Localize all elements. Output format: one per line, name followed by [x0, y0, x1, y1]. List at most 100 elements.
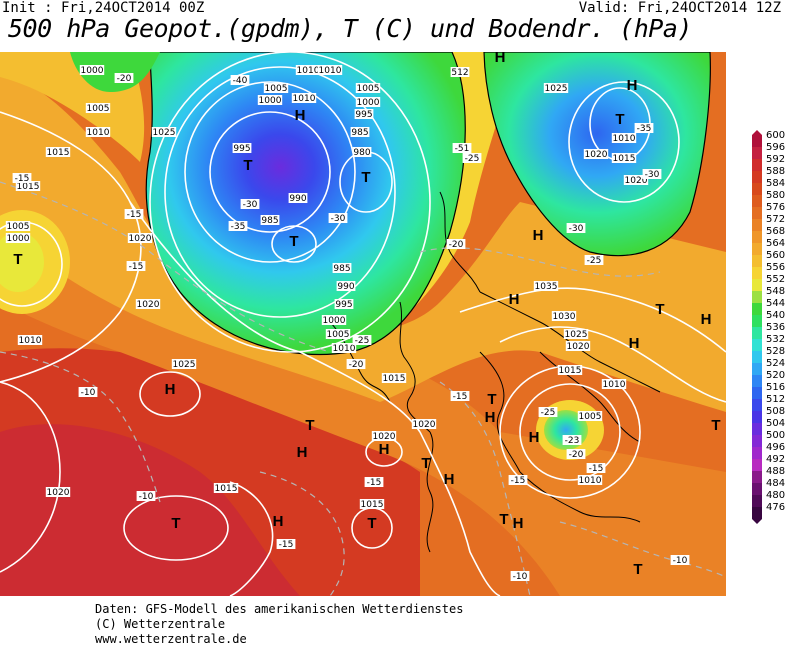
colorbar-swatch	[752, 255, 762, 267]
isobar-label-text: 1010	[333, 344, 356, 354]
isobar-label: 1010	[85, 127, 111, 138]
isobar-label-box	[334, 299, 354, 309]
high-pressure-label: H	[165, 381, 176, 398]
isobar-label-box	[354, 109, 374, 119]
isotherm-label-box	[328, 213, 348, 223]
isobar-label-text: 1030	[553, 312, 576, 322]
isobar-label-box	[85, 103, 111, 113]
isobar-label: 1015	[213, 483, 239, 494]
colorbar-swatch	[752, 387, 762, 399]
isobar-label-box	[543, 83, 569, 93]
isotherm-label: -15	[508, 475, 528, 486]
isotherm-label-box	[228, 221, 248, 231]
isobar-label-text: 1025	[173, 360, 196, 370]
colorbar-label: 548	[766, 286, 786, 297]
colorbar-swatch	[752, 459, 762, 471]
isobar-label: 1020	[127, 233, 153, 244]
isobar-label: 985	[350, 127, 370, 138]
isotherm-label: -35	[228, 221, 248, 232]
isobar-label-text: 1025	[153, 128, 176, 138]
isotherm-label-text: -15	[15, 174, 30, 184]
isobar-label-box	[623, 175, 649, 185]
low-pressure-label: T	[655, 301, 664, 318]
isotherm-label: -10	[510, 571, 530, 582]
colorbar-swatch	[752, 351, 762, 363]
isotherm-label-text: -40	[233, 76, 248, 86]
isobar-label-box	[288, 193, 308, 203]
isobar-label: 1005	[325, 329, 351, 340]
isobar-label-text: 1025	[565, 330, 588, 340]
isobar-label-text: 1015	[17, 182, 40, 192]
isobar-label-box	[355, 97, 381, 107]
isobar-label-box	[565, 341, 591, 351]
isobar-label: 1020	[583, 149, 609, 160]
isotherm-label-box	[462, 153, 482, 163]
isobar-label-box	[557, 365, 583, 375]
isotherm-label-box	[364, 477, 384, 487]
low-pressure-label: T	[421, 455, 430, 472]
footer-data-source: Daten: GFS-Modell des amerikanischen Wet…	[95, 602, 464, 616]
colorbar-swatch	[752, 471, 762, 483]
colorbar-swatch	[752, 159, 762, 171]
isobar-label-box	[352, 147, 372, 157]
isobar-label-text: 1005	[265, 84, 288, 94]
isobar-label: 980	[352, 147, 372, 158]
isotherm-label-box	[12, 173, 32, 183]
isobar-label-text: 1015	[47, 148, 70, 158]
isotherm-label-text: -20	[349, 360, 364, 370]
isobar-label: 1010	[295, 65, 321, 76]
isotherm-label: -25	[352, 335, 372, 346]
isobar-label: 1010	[17, 335, 43, 346]
colorbar-label: 528	[766, 346, 786, 357]
isobar-label-box	[321, 315, 347, 325]
isotherm-label-text: -15	[453, 392, 468, 402]
isobar-label-text: 1010	[293, 94, 316, 104]
isobar-label-box	[577, 475, 603, 485]
colorbar-swatch	[752, 375, 762, 387]
isobar-label-box	[17, 335, 43, 345]
colorbar-label: 512	[766, 394, 786, 405]
isobar-label: 1005	[5, 221, 31, 232]
colorbar-swatch	[752, 267, 762, 279]
isobar-label-text: 1020	[585, 150, 608, 160]
isobar-label-box	[171, 359, 197, 369]
low-pressure-label: T	[615, 111, 624, 128]
isobar-label: 1020	[45, 487, 71, 498]
high-pressure-label: H	[379, 441, 390, 458]
colorbar-label: 488	[766, 466, 786, 477]
isotherm-label: -25	[584, 255, 604, 266]
colorbar-swatch	[752, 195, 762, 207]
isobar-label-text: 1015	[559, 366, 582, 376]
isotherm-label-text: -25	[465, 154, 480, 164]
high-pressure-label: H	[533, 227, 544, 244]
isotherm-label-text: -30	[243, 200, 258, 210]
isotherm-label-box	[634, 123, 654, 133]
colorbar-label: 564	[766, 238, 786, 249]
isotherm-label-text: -25	[541, 408, 556, 418]
isobar-label-text: 1010	[19, 336, 42, 346]
isobar-label: 1015	[15, 181, 41, 192]
colorbar-swatch	[752, 291, 762, 303]
isobar-label: 1035	[533, 281, 559, 292]
init-time: Init : Fri,24OCT2014 00Z	[2, 0, 205, 16]
isobar-label-text: 1020	[373, 432, 396, 442]
isotherm-label-box	[510, 571, 530, 581]
isobar-label: 1025	[171, 359, 197, 370]
isobar-label: 985	[260, 215, 280, 226]
isobar-label: 1020	[371, 431, 397, 442]
valid-time: Valid: Fri,24OCT2014 12Z	[578, 0, 781, 16]
isobar-label: 995	[334, 299, 354, 310]
isobar-label-text: 1010	[579, 476, 602, 486]
isobar-label: 1010	[317, 65, 343, 76]
colorbar-top-cap	[752, 130, 762, 135]
colorbar-swatch	[752, 183, 762, 195]
field-darkest-red	[0, 424, 300, 596]
isobar-label-box	[295, 65, 321, 75]
isobar-label-box	[611, 153, 637, 163]
colorbar-swatches	[752, 130, 762, 524]
isobar-label-text: 985	[333, 264, 350, 274]
colorbar-label: 520	[766, 370, 786, 381]
high-pressure-label: H	[701, 311, 712, 328]
isotherm-label: -20	[346, 359, 366, 370]
isobar-label: 995	[232, 143, 252, 154]
